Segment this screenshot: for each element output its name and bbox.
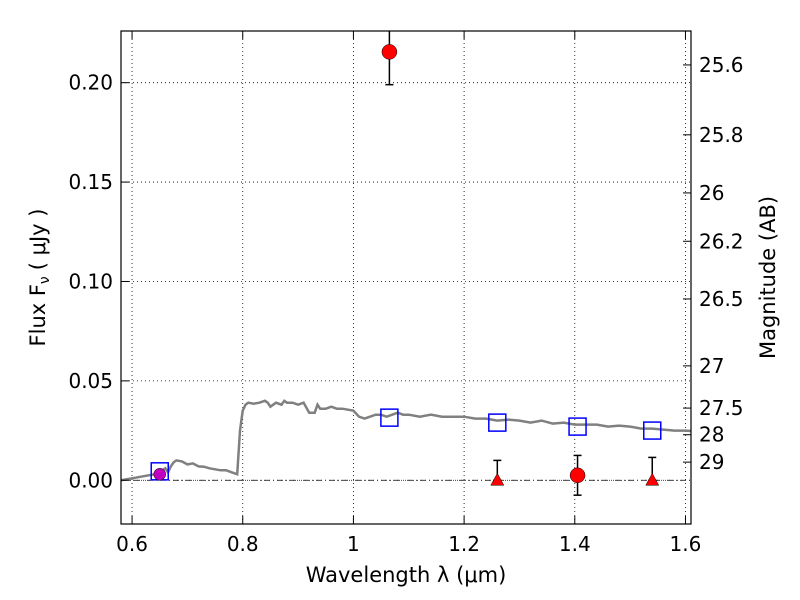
data-marks: [150, 31, 662, 496]
plot-frame: [120, 30, 692, 525]
y-tick-label: 0.10: [68, 269, 113, 293]
y-tick-label: 0.20: [68, 71, 113, 95]
axis-ticks: 0.6 0.8 1 1.2 1.4 1.6 0.00 0.05 0.10 0.15 0.20 25.6…: [68, 31, 744, 556]
y2-tick-label: 27.5: [699, 396, 744, 420]
y-axis-label: Flux F: [26, 284, 50, 346]
model-photometry-square: [380, 408, 399, 427]
y2-tick-label: 25.6: [699, 53, 744, 77]
grid: [121, 31, 691, 524]
svg-text:Flux Fν( μJy ): Flux Fν ( μJy ): [26, 209, 53, 347]
y-axis-label-subscript: ν: [37, 276, 53, 284]
y-axis-label-unit: ( μJy ): [26, 209, 50, 271]
y-tick-label: 0.15: [68, 170, 113, 194]
y2-tick-label: 28: [699, 423, 724, 447]
detection-point: [569, 467, 586, 484]
y-axis-label-group: Flux Fν ( μJy ): [26, 209, 53, 347]
upper-limit-triangle: [490, 472, 505, 486]
model-photometry-square: [643, 421, 662, 440]
y2-tick-label: 25.8: [699, 123, 744, 147]
y2-tick-label: 29: [699, 450, 724, 474]
detection-point: [381, 44, 398, 60]
x-tick-label: 1.4: [559, 532, 591, 556]
x-tick-label: 0.6: [116, 532, 148, 556]
model-photometry-square: [568, 417, 587, 436]
y-tick-label: 0.05: [68, 369, 113, 393]
x-tick-label: 1.6: [670, 532, 702, 556]
model-sed-line: [120, 399, 692, 482]
upper-limit-triangle: [645, 472, 660, 486]
y2-tick-label: 27: [699, 354, 724, 378]
x-axis-label: Wavelength λ (μm): [306, 563, 507, 587]
y2-tick-label: 26: [699, 181, 724, 205]
magenta-point: [153, 468, 166, 481]
x-tick-label: 1.2: [448, 532, 480, 556]
y2-axis-label: Magnitude (AB): [756, 196, 780, 359]
y-tick-label: 0.00: [68, 468, 113, 492]
x-tick-label: 0.8: [227, 532, 259, 556]
model-photometry-square: [488, 413, 507, 432]
y2-tick-label: 26.2: [699, 229, 744, 253]
x-tick-label: 1: [347, 532, 360, 556]
y2-tick-label: 26.5: [699, 287, 744, 311]
